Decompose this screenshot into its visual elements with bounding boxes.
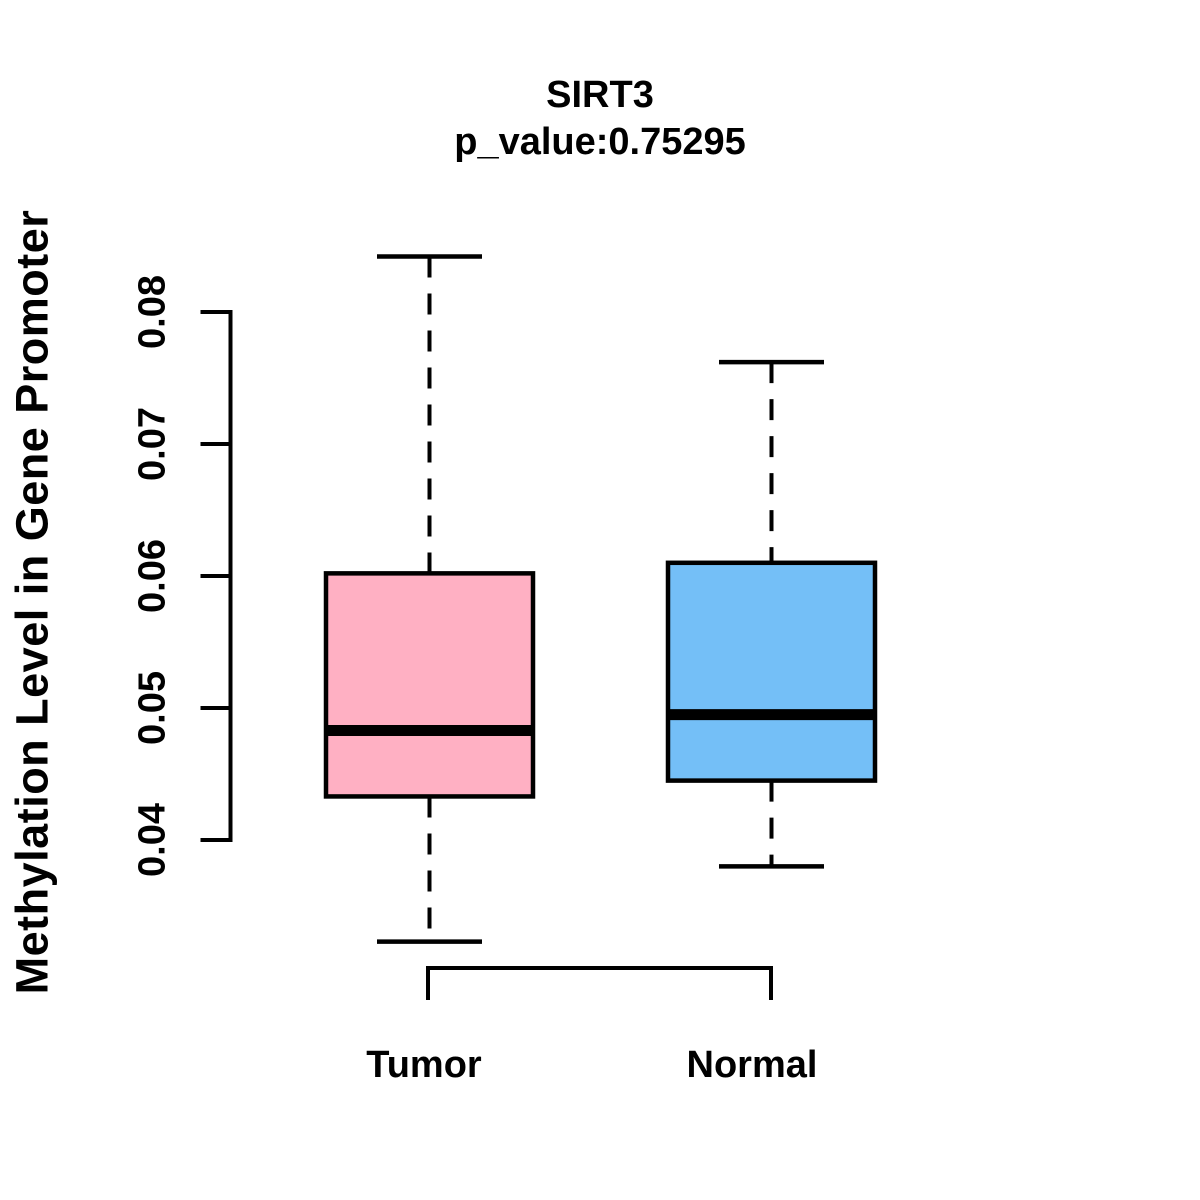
y-tick-label: 0.08 bbox=[131, 275, 173, 349]
y-tick-label: 0.06 bbox=[131, 539, 173, 613]
x-label-normal: Normal bbox=[687, 1044, 818, 1086]
chart-subtitle: p_value:0.75295 bbox=[454, 121, 746, 163]
x-axis-bracket bbox=[426, 966, 773, 1000]
box-normal bbox=[665, 560, 878, 783]
y-tick-label: 0.07 bbox=[131, 407, 173, 481]
y-tick-label: 0.04 bbox=[131, 803, 173, 877]
x-label-tumor: Tumor bbox=[366, 1044, 482, 1086]
box-tumor bbox=[323, 571, 536, 799]
chart-title: SIRT3 bbox=[546, 74, 654, 116]
chart-title-block: SIRT3 p_value:0.75295 bbox=[0, 72, 1200, 166]
y-tick-label: 0.05 bbox=[131, 671, 173, 745]
